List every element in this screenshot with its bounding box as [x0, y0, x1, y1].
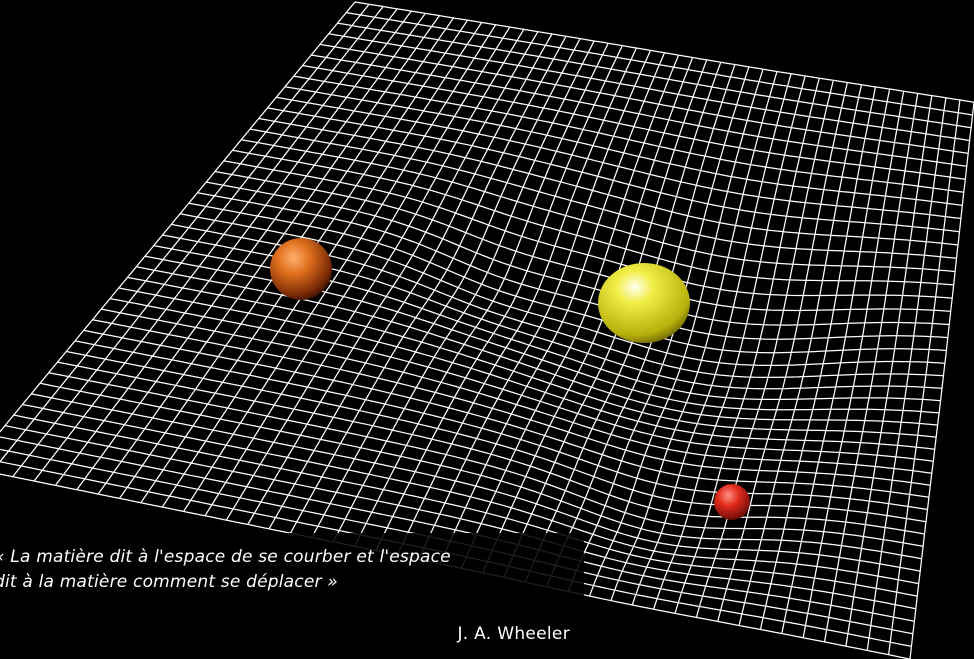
grid-line: [503, 59, 708, 578]
grid-line: [909, 102, 974, 659]
grid-line: [866, 97, 947, 651]
grid-line: [276, 96, 961, 220]
grid-line: [631, 73, 792, 606]
grid-line: [83, 329, 929, 498]
grid-line: [759, 86, 877, 630]
grid-line: [887, 99, 961, 655]
grid-line: [214, 170, 951, 313]
grid-line: [109, 297, 934, 462]
grid-line: [332, 40, 595, 543]
red-moon: [714, 484, 750, 520]
grid-line: [183, 24, 497, 512]
grid-line: [74, 340, 928, 511]
grid-line: [39, 382, 922, 560]
grid-line: [460, 54, 680, 569]
grid-line: [92, 319, 931, 486]
grid-line: [241, 139, 956, 273]
grid-line: [118, 287, 935, 450]
grid-line: [653, 75, 806, 610]
grid-line: [302, 64, 966, 180]
grid-line: [610, 71, 778, 601]
grid-line: [293, 75, 964, 193]
grid-line: [136, 266, 938, 426]
grid-line: [232, 149, 954, 286]
grid-line: [57, 361, 925, 535]
grid-line: [13, 414, 918, 597]
grid-line: [4, 424, 916, 610]
orange-planet: [270, 238, 332, 300]
quote-text: « La matière dit à l'espace de se courbe…: [0, 547, 451, 592]
grid-line: [0, 436, 915, 622]
grid-line: [802, 91, 905, 638]
quote-author: J. A. Wheeler: [457, 624, 570, 644]
quote-caption: « La matière dit à l'espace de se courbe…: [0, 533, 584, 654]
grid-line: [567, 66, 750, 592]
grid-line: [588, 69, 764, 597]
grid-line: [353, 43, 609, 547]
grid-line: [546, 64, 736, 588]
grid-line: [31, 393, 921, 572]
grid-line: [823, 93, 919, 643]
grid-line: [845, 95, 933, 647]
grid-line: [66, 350, 927, 523]
grid-line: [311, 54, 967, 167]
grid-line: [738, 84, 863, 626]
grid-line: [267, 107, 960, 233]
grid-line: [354, 1, 974, 103]
grid-line: [204, 26, 511, 517]
grid-line: [48, 372, 924, 547]
grid-line: [524, 61, 722, 583]
grid-line: [717, 82, 849, 622]
grid-line: [22, 403, 919, 585]
grid-line: [695, 80, 834, 618]
grid-line: [223, 160, 953, 299]
grid-line: [284, 86, 963, 207]
grid-line: [482, 57, 694, 574]
grid-line: [781, 88, 891, 634]
grid-line: [0, 3, 370, 463]
grid-line: [101, 308, 932, 474]
grid-line: [127, 276, 937, 438]
yellow-star: [598, 263, 690, 343]
grid-line: [674, 78, 820, 614]
